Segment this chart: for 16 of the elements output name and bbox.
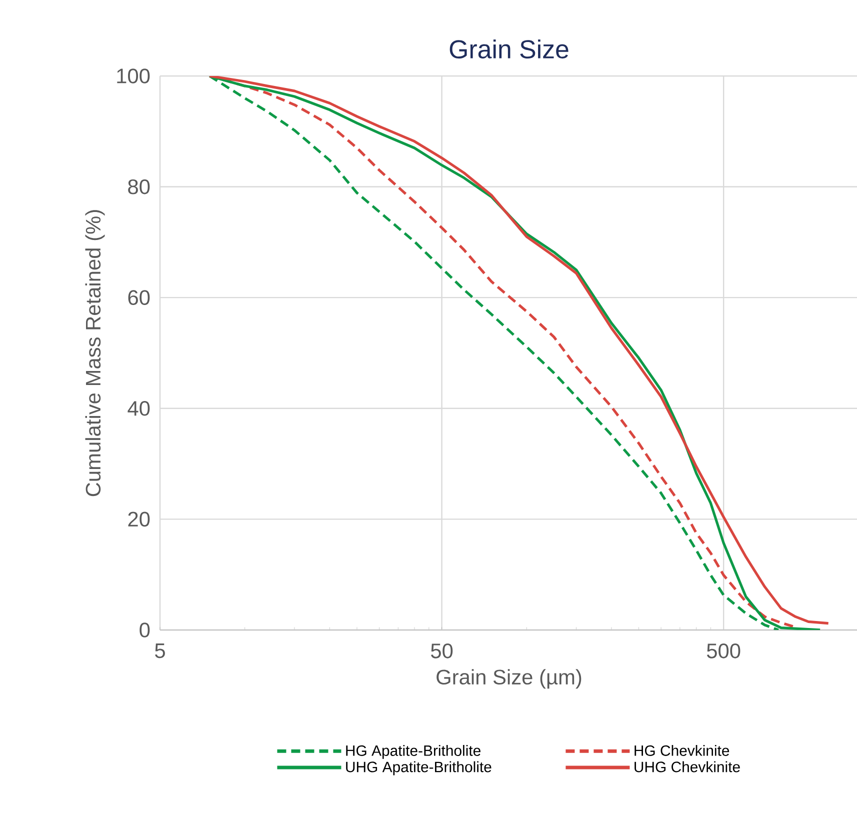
- y-tick-label: 20: [128, 512, 150, 527]
- x-axis-title: Grain Size (µm): [436, 669, 582, 689]
- y-tick-label: 0: [140, 622, 150, 638]
- x-tick-label: 500: [706, 644, 740, 658]
- y-tick-label: 100: [117, 68, 150, 84]
- x-tick-label: 50: [431, 644, 453, 658]
- chart-title: Grain Size: [450, 39, 568, 58]
- x-tick-label: 5: [155, 644, 165, 658]
- legend-label: HG Apatite-Britholite: [346, 744, 480, 759]
- y-tick-label: 40: [128, 400, 150, 416]
- legend-label: UHG Chevkinite: [634, 761, 740, 772]
- legend-label: UHG Apatite-Britholite: [346, 761, 492, 776]
- y-tick-label: 80: [128, 179, 150, 194]
- y-tick-label: 60: [128, 290, 150, 305]
- y-axis-title: Cumulative Mass Retained (%): [85, 210, 105, 496]
- legend-label: HG Chevkinite: [634, 744, 730, 756]
